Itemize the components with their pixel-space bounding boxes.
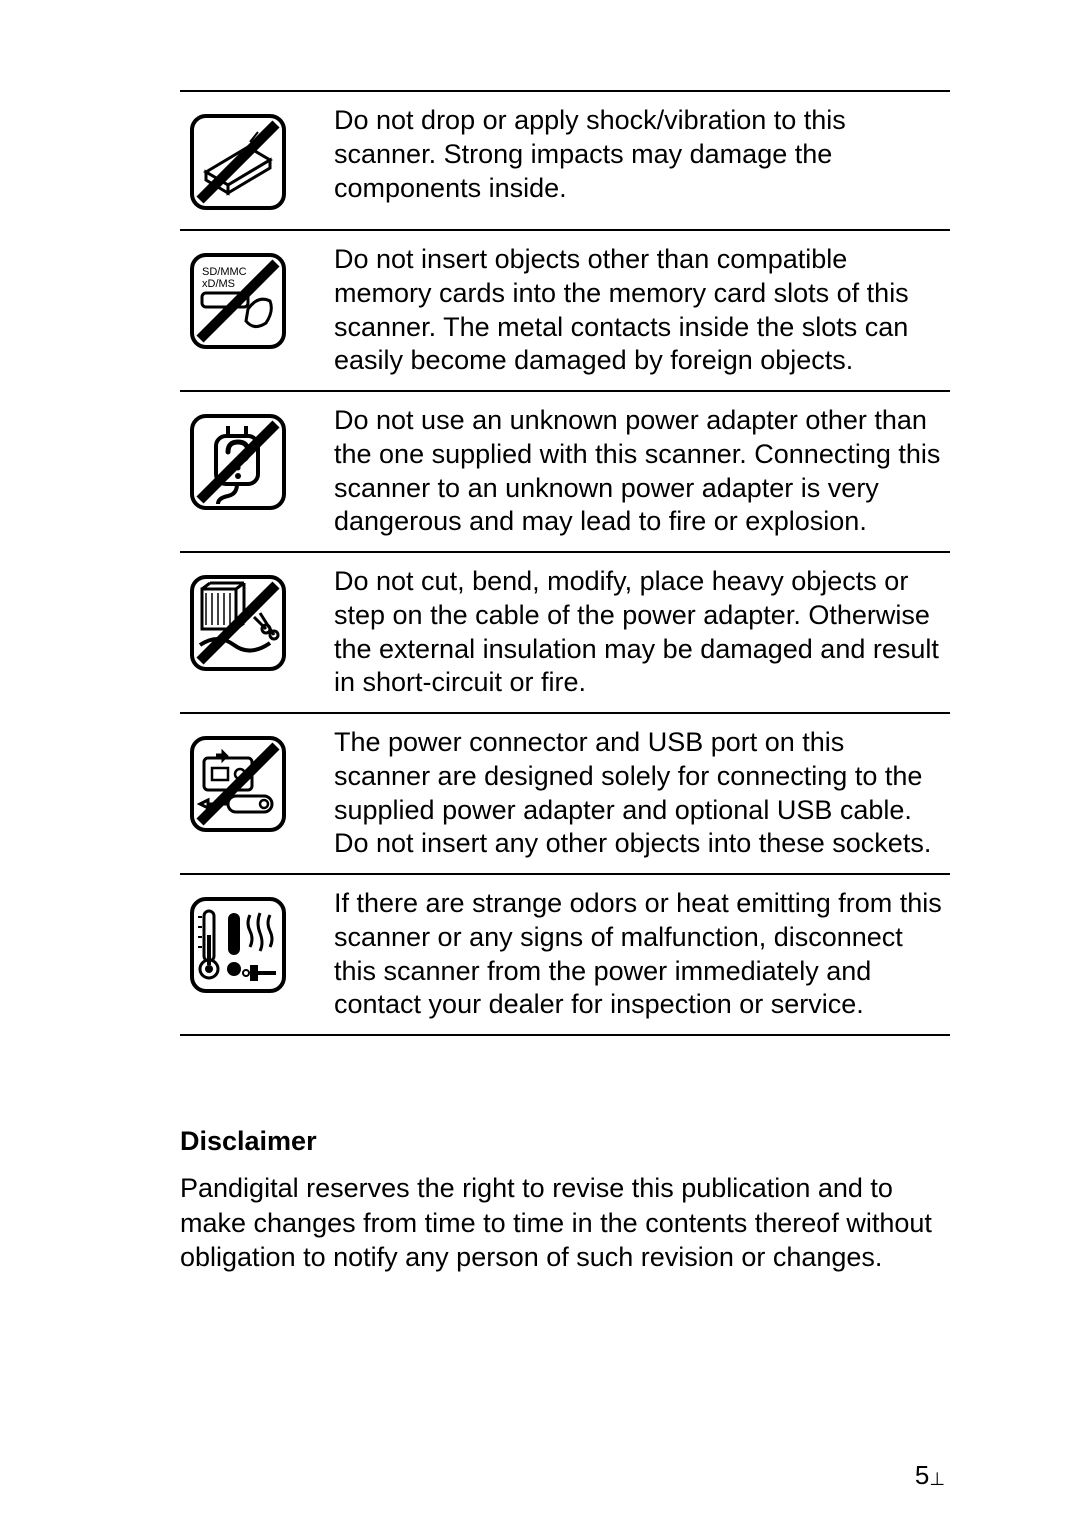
warning-row: Do not cut, bend, modify, place heavy ob… <box>180 552 950 713</box>
warning-icon-cell <box>180 391 326 552</box>
card-label-line2: xD/MS <box>202 278 235 290</box>
warning-text: If there are strange odors or heat emitt… <box>334 887 942 1022</box>
no-damage-cable-icon <box>188 573 288 673</box>
warning-text: Do not drop or apply shock/vibration to … <box>334 104 942 205</box>
warning-icon-cell <box>180 874 326 1035</box>
page-number-mark: ⊥ <box>929 1469 945 1489</box>
warning-icon-cell <box>180 552 326 713</box>
disclaimer-body: Pandigital reserves the right to revise … <box>180 1171 950 1275</box>
warning-row: The power connector and USB port on this… <box>180 713 950 874</box>
warning-text: Do not cut, bend, modify, place heavy ob… <box>334 565 942 700</box>
warning-text-cell: Do not drop or apply shock/vibration to … <box>326 91 950 230</box>
page-number: 5⊥ <box>915 1460 945 1491</box>
warning-text-cell: Do not use an unknown power adapter othe… <box>326 391 950 552</box>
warning-row: If there are strange odors or heat emitt… <box>180 874 950 1035</box>
warning-row: Do not drop or apply shock/vibration to … <box>180 91 950 230</box>
warning-text-cell: Do not cut, bend, modify, place heavy ob… <box>326 552 950 713</box>
card-label-line1: SD/MMC <box>202 266 247 278</box>
no-unknown-adapter-icon <box>188 412 288 512</box>
no-foreign-object-card-slot-icon: SD/MMC xD/MS <box>188 251 288 351</box>
disclaimer-heading: Disclaimer <box>180 1126 950 1157</box>
warning-row: SD/MMC xD/MS Do not insert objects other… <box>180 230 950 391</box>
warning-icon-cell: SD/MMC xD/MS <box>180 230 326 391</box>
no-drop-icon <box>188 112 288 212</box>
warning-icon-cell <box>180 91 326 230</box>
no-foreign-object-port-icon <box>188 734 288 834</box>
warning-text-cell: The power connector and USB port on this… <box>326 713 950 874</box>
warning-text-cell: If there are strange odors or heat emitt… <box>326 874 950 1035</box>
warning-text: Do not use an unknown power adapter othe… <box>334 404 942 539</box>
warning-text-cell: Do not insert objects other than compati… <box>326 230 950 391</box>
page-number-value: 5 <box>915 1460 929 1490</box>
warning-text: The power connector and USB port on this… <box>334 726 942 861</box>
warning-icon-cell <box>180 713 326 874</box>
warnings-table: Do not drop or apply shock/vibration to … <box>180 90 950 1036</box>
heat-odor-warning-icon <box>188 895 288 995</box>
manual-page: Do not drop or apply shock/vibration to … <box>0 0 1080 1536</box>
warning-row: Do not use an unknown power adapter othe… <box>180 391 950 552</box>
warning-text: Do not insert objects other than compati… <box>334 243 942 378</box>
